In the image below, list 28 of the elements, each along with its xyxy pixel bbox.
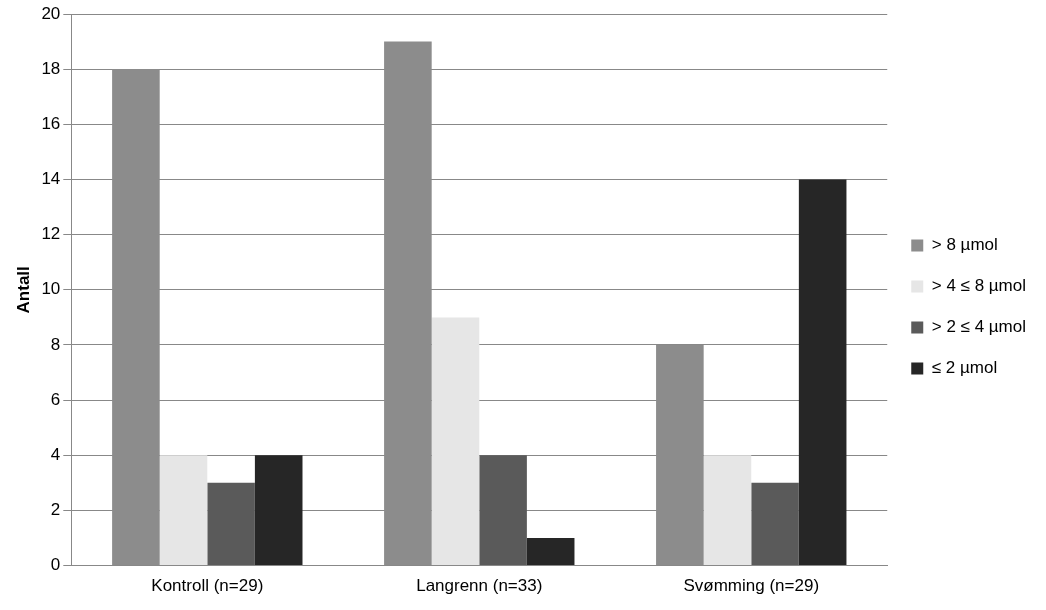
- bar: [751, 482, 799, 566]
- bar: [526, 538, 575, 566]
- bar: [798, 179, 847, 566]
- legend-label: ≤ 2 µmol: [931, 358, 998, 378]
- bar: [254, 455, 303, 566]
- y-tick-label: 4: [50, 444, 61, 464]
- bar: [159, 455, 208, 566]
- x-tick-label: Langrenn (n=33): [416, 576, 543, 596]
- y-tick-label: 6: [50, 389, 61, 409]
- y-tick-label: 12: [41, 224, 61, 244]
- y-tick-label: 20: [41, 3, 61, 23]
- y-tick-label: 10: [41, 279, 61, 299]
- bar: [431, 317, 480, 566]
- x-tick-label: Kontroll (n=29): [151, 576, 264, 596]
- y-tick-label: 14: [41, 169, 61, 189]
- bar: [479, 455, 527, 566]
- legend-label: > 2 ≤ 4 µmol: [931, 317, 1026, 337]
- y-tick-label: 16: [41, 114, 61, 134]
- y-tick-label: 2: [50, 500, 61, 520]
- bar: [703, 455, 752, 566]
- x-tick-label: Svømming (n=29): [683, 576, 820, 596]
- y-axis-title: Antall: [13, 266, 33, 314]
- bar: [207, 482, 255, 566]
- legend-label: > 8 µmol: [931, 235, 998, 255]
- legend-label: > 4 ≤ 8 µmol: [931, 276, 1026, 296]
- y-tick-label: 0: [50, 555, 61, 575]
- y-tick-label: 18: [41, 58, 61, 78]
- y-tick-label: 8: [50, 334, 61, 354]
